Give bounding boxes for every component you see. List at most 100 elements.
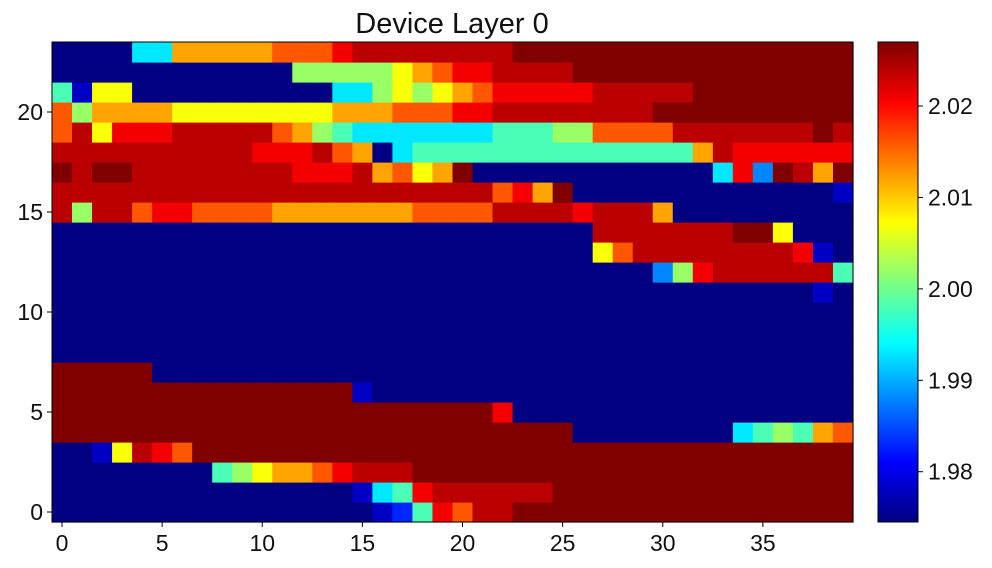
heatmap-cell [272,122,293,143]
heatmap-cell [192,322,213,343]
heatmap-cell [172,282,193,303]
heatmap-cell [352,302,374,323]
heatmap-cell [492,142,514,163]
heatmap-cell [52,442,73,463]
heatmap-cell [92,102,113,123]
heatmap-cell [672,382,694,403]
heatmap-cell [472,82,494,103]
heatmap-cell [732,442,754,463]
heatmap-cell [72,222,93,243]
heatmap-cell [452,402,474,423]
heatmap-cell [452,462,474,483]
heatmap-cell [532,422,554,443]
heatmap-cell [692,142,714,163]
heatmap-cell [112,62,133,83]
heatmap-cell [532,442,554,463]
heatmap-cell [52,382,73,403]
heatmap-cell [552,482,574,503]
heatmap-cell [332,362,353,383]
heatmap-cell [152,362,173,383]
heatmap-cell [352,82,374,103]
heatmap-cell [632,62,654,83]
heatmap-cell [492,162,514,183]
heatmap-cell [72,382,93,403]
heatmap-cell [172,382,193,403]
heatmap-cell [152,422,173,443]
heatmap-cell [792,122,814,143]
heatmap-cell [172,482,193,503]
heatmap-cell [292,482,313,503]
heatmap-cell [472,402,494,423]
heatmap-cell [652,482,674,503]
heatmap-cell [272,442,293,463]
heatmap-cell [472,482,494,503]
heatmap-cell [512,82,534,103]
heatmap-cell [612,182,634,203]
heatmap-cell [812,502,834,523]
heatmap-cell [132,162,153,183]
heatmap-cell [572,102,594,123]
heatmap-cell [152,282,173,303]
heatmap-cell [632,502,654,523]
heatmap-cell [332,302,353,323]
heatmap-cell [112,422,133,443]
heatmap-cell [472,62,494,83]
heatmap-cell [392,482,414,503]
heatmap-cell [432,222,454,243]
heatmap-cell [312,302,333,323]
heatmap-cell [652,442,674,463]
heatmap-cell [452,382,474,403]
heatmap-cell [72,42,93,63]
heatmap-cell [672,62,694,83]
heatmap-cell [152,102,173,123]
heatmap-cell [732,362,754,383]
heatmap-cell [212,42,233,63]
x-tick-label: 15 [350,530,376,556]
heatmap-cell [212,282,233,303]
heatmap-cell [112,202,133,223]
colorbar-tick-label: 2.02 [928,93,973,119]
heatmap-cell [612,382,634,403]
heatmap-cell [392,242,414,263]
heatmap-cell [812,122,834,143]
heatmap-cell [372,222,394,243]
heatmap-cell [512,462,534,483]
heatmap-cell [392,362,414,383]
heatmap-cell [732,242,754,263]
heatmap-cell [532,302,554,323]
heatmap-cell [112,362,133,383]
heatmap-cell [452,342,474,363]
heatmap-cell [52,402,73,423]
heatmap-cell [292,182,313,203]
heatmap-cell [432,342,454,363]
heatmap-cell [592,342,614,363]
heatmap-cell [92,242,113,263]
heatmap-cell [232,502,253,523]
heatmap-cell [432,242,454,263]
heatmap-cell [712,122,734,143]
heatmap-cell [252,202,273,223]
heatmap-cell [672,362,694,383]
heatmap-cell [52,222,73,243]
heatmap-cell [672,502,694,523]
heatmap-cell [72,182,93,203]
heatmap-cell [252,122,273,143]
heatmap-cell [612,302,634,323]
heatmap-cell [472,222,494,243]
heatmap-cell [492,322,514,343]
heatmap-cell [192,382,213,403]
heatmap-cell [652,122,674,143]
heatmap-cell [692,322,714,343]
heatmap-cell [492,462,514,483]
heatmap-cell [652,62,674,83]
heatmap-cell [132,202,153,223]
heatmap-cell [552,422,574,443]
heatmap-cell [292,202,313,223]
heatmap-cell [412,142,434,163]
heatmap-cell [792,422,814,443]
heatmap-cell [52,242,73,263]
heatmap-cell [512,42,534,63]
heatmap-cell [112,482,133,503]
heatmap-cell [792,342,814,363]
heatmap-cell [432,162,454,183]
